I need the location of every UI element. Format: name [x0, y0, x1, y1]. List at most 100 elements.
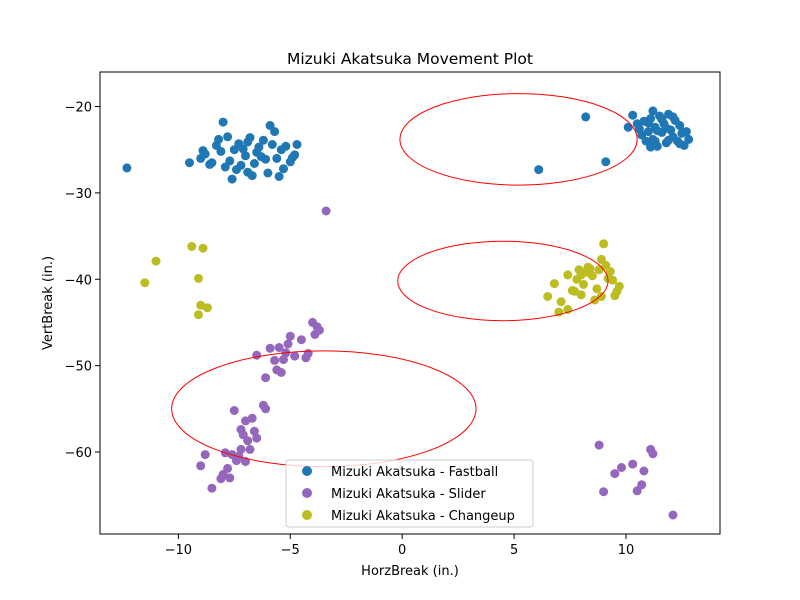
legend-label-fastball: Mizuki Akatsuka - Fastball: [331, 465, 498, 480]
fastball-point: [267, 140, 277, 149]
fastball-point: [122, 163, 132, 173]
fastball-point: [634, 124, 644, 134]
zone-ellipse-1: [399, 93, 638, 186]
plot-frame: [99, 71, 721, 535]
changeup-point: [194, 273, 203, 283]
fastball-point: [675, 121, 685, 130]
slider-point: [594, 440, 604, 450]
x-tick-label: 10: [618, 543, 635, 558]
fastball-point: [675, 139, 685, 149]
fastball-point: [681, 127, 691, 137]
fastball-point: [185, 158, 194, 168]
changeup-point: [579, 279, 588, 289]
changeup-point: [187, 241, 197, 251]
changeup-point: [140, 278, 150, 288]
fastball-point: [272, 153, 282, 163]
slider-point: [261, 404, 271, 414]
changeup-point: [549, 279, 559, 289]
slider-point: [628, 459, 638, 469]
slider-point: [229, 406, 239, 415]
fastball-point: [205, 159, 215, 169]
fastball-point: [668, 112, 678, 122]
changeup-point: [592, 284, 602, 294]
changeup-point: [202, 303, 212, 313]
changeup-point: [194, 310, 203, 320]
zone-ellipse-3: [171, 350, 477, 468]
slider-point: [200, 450, 210, 460]
changeup-point: [585, 264, 595, 274]
fastball-point: [281, 141, 291, 151]
slider-point: [648, 449, 658, 459]
fastball-point: [227, 174, 237, 184]
slider-point: [245, 444, 255, 454]
legend-label-changeup: Mizuki Akatsuka - Changeup: [331, 509, 515, 524]
changeup-point: [151, 256, 161, 266]
slider-point: [270, 355, 280, 365]
x-tick-label: 0: [398, 543, 406, 558]
legend: Mizuki Akatsuka - Fastball Mizuki Akatsu…: [285, 459, 534, 528]
slider-point: [249, 426, 259, 436]
slider-point: [196, 461, 206, 471]
legend-marker-fastball: [302, 466, 312, 476]
changeup-point: [563, 270, 573, 280]
slider-point: [272, 365, 282, 375]
fastball-point: [657, 115, 667, 124]
changeup-point: [608, 275, 618, 285]
slider-point: [321, 206, 331, 216]
legend-marker-changeup: [302, 510, 312, 520]
fastball-point: [648, 106, 658, 116]
slider-point: [225, 473, 235, 483]
fastball-point: [628, 110, 638, 120]
x-tick-label: −10: [165, 543, 192, 558]
fastball-point: [601, 157, 611, 167]
slider-point: [310, 330, 320, 339]
y-tick-label: −20: [65, 101, 92, 116]
fastball-point: [232, 165, 241, 175]
fastball-point: [214, 134, 224, 144]
fastball-point: [290, 150, 300, 160]
fastball-point: [258, 135, 268, 145]
slider-point: [279, 355, 288, 365]
fastball-point: [581, 112, 591, 122]
changeup-point: [543, 292, 553, 301]
slider-point: [301, 353, 311, 363]
x-axis-label: HorzBreak (in.): [361, 564, 459, 579]
slider-point: [637, 480, 647, 490]
fastball-point: [684, 134, 694, 144]
fastball-point: [643, 127, 653, 137]
fastball-point: [218, 117, 228, 127]
y-tick-label: −40: [65, 273, 92, 288]
fastball-point: [256, 152, 266, 162]
slider-point: [639, 466, 649, 476]
changeup-point: [570, 286, 579, 296]
changeup-point: [576, 290, 586, 300]
changeup-point: [596, 292, 606, 301]
slider-point: [261, 373, 271, 383]
slider-point: [216, 474, 226, 484]
slider-point: [668, 510, 678, 520]
x-axis: −10 −5 0 5 10: [165, 534, 635, 558]
slider-point: [236, 444, 246, 454]
slider-point: [610, 469, 620, 479]
changeup-point: [198, 243, 208, 253]
legend-label-slider: Mizuki Akatsuka - Slider: [331, 487, 486, 502]
slider-point: [283, 339, 293, 349]
fastball-point: [247, 171, 257, 181]
legend-marker-slider: [302, 488, 312, 498]
x-tick-label: −5: [281, 543, 300, 558]
fastball-point: [198, 146, 208, 156]
changeup-point: [556, 297, 566, 307]
plot-area: [122, 93, 694, 520]
slider-point: [290, 351, 300, 361]
fastball-point: [263, 168, 273, 178]
slider-point: [252, 350, 262, 360]
fastball-point: [241, 151, 250, 161]
changeup-point: [599, 239, 609, 249]
fastball-point: [292, 140, 302, 149]
fastball-point: [216, 146, 226, 156]
fastball-point: [225, 156, 235, 166]
y-tick-label: −50: [65, 360, 92, 375]
changeup-point: [587, 271, 597, 281]
fastball-point: [279, 164, 288, 174]
fastball-point: [652, 126, 662, 136]
